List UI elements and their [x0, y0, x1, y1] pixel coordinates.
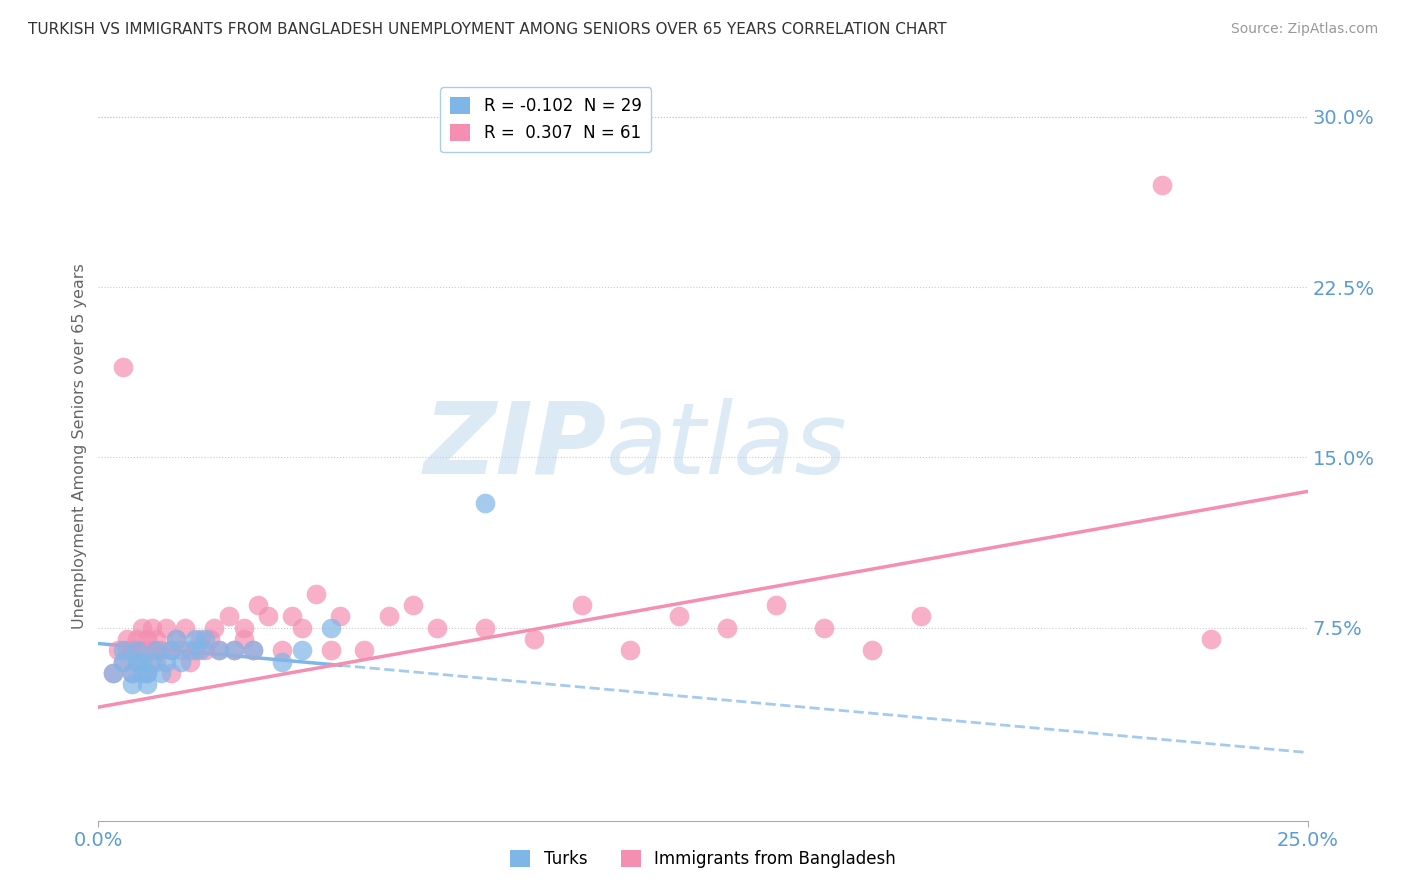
Point — [290, 621, 312, 635]
Point — [160, 666, 183, 681]
Point — [218, 609, 240, 624]
Point — [426, 621, 449, 635]
Point — [131, 655, 153, 669]
Point — [121, 677, 143, 691]
Point — [860, 643, 883, 657]
Point — [194, 632, 217, 646]
Legend: Turks, Immigrants from Bangladesh: Turks, Immigrants from Bangladesh — [503, 843, 903, 875]
Point — [474, 621, 496, 635]
Point — [813, 621, 835, 635]
Point — [242, 643, 264, 657]
Point — [242, 643, 264, 657]
Point — [222, 643, 245, 657]
Text: TURKISH VS IMMIGRANTS FROM BANGLADESH UNEMPLOYMENT AMONG SENIORS OVER 65 YEARS C: TURKISH VS IMMIGRANTS FROM BANGLADESH UN… — [28, 22, 946, 37]
Point — [668, 609, 690, 624]
Point — [127, 632, 149, 646]
Point — [619, 643, 641, 657]
Text: ZIP: ZIP — [423, 398, 606, 494]
Point — [319, 621, 342, 635]
Point — [141, 655, 163, 669]
Point — [111, 643, 134, 657]
Point — [165, 632, 187, 646]
Point — [290, 643, 312, 657]
Point — [174, 621, 197, 635]
Point — [523, 632, 546, 646]
Point — [111, 655, 134, 669]
Point — [208, 643, 231, 657]
Point — [131, 621, 153, 635]
Point — [353, 643, 375, 657]
Point — [111, 359, 134, 374]
Legend: R = -0.102  N = 29, R =  0.307  N = 61: R = -0.102 N = 29, R = 0.307 N = 61 — [440, 87, 651, 152]
Point — [127, 655, 149, 669]
Point — [117, 632, 139, 646]
Point — [135, 666, 157, 681]
Point — [111, 655, 134, 669]
Point — [135, 632, 157, 646]
Point — [131, 666, 153, 681]
Y-axis label: Unemployment Among Seniors over 65 years: Unemployment Among Seniors over 65 years — [72, 263, 87, 629]
Point — [305, 586, 328, 600]
Point — [1199, 632, 1222, 646]
Point — [127, 643, 149, 657]
Point — [1152, 178, 1174, 192]
Point — [155, 655, 177, 669]
Point — [188, 632, 211, 646]
Point — [198, 632, 221, 646]
Point — [256, 609, 278, 624]
Point — [135, 677, 157, 691]
Point — [232, 632, 254, 646]
Point — [121, 643, 143, 657]
Point — [232, 621, 254, 635]
Text: Source: ZipAtlas.com: Source: ZipAtlas.com — [1230, 22, 1378, 37]
Point — [271, 655, 294, 669]
Point — [160, 643, 183, 657]
Point — [179, 655, 201, 669]
Point — [145, 632, 167, 646]
Point — [222, 643, 245, 657]
Point — [135, 666, 157, 681]
Point — [169, 655, 191, 669]
Point — [247, 598, 270, 612]
Point — [121, 666, 143, 681]
Point — [377, 609, 399, 624]
Point — [127, 655, 149, 669]
Point — [117, 643, 139, 657]
Point — [271, 643, 294, 657]
Point — [765, 598, 787, 612]
Point — [319, 643, 342, 657]
Point — [402, 598, 425, 612]
Point — [131, 643, 153, 657]
Point — [107, 643, 129, 657]
Point — [141, 643, 163, 657]
Point — [101, 666, 124, 681]
Point — [194, 643, 217, 657]
Point — [179, 643, 201, 657]
Point — [571, 598, 593, 612]
Point — [141, 621, 163, 635]
Point — [145, 655, 167, 669]
Point — [188, 643, 211, 657]
Point — [910, 609, 932, 624]
Point — [101, 666, 124, 681]
Text: atlas: atlas — [606, 398, 848, 494]
Point — [716, 621, 738, 635]
Point — [150, 643, 173, 657]
Point — [121, 666, 143, 681]
Point — [281, 609, 304, 624]
Point — [329, 609, 352, 624]
Point — [155, 621, 177, 635]
Point — [160, 643, 183, 657]
Point — [184, 643, 207, 657]
Point — [208, 643, 231, 657]
Point — [204, 621, 226, 635]
Point — [150, 666, 173, 681]
Point — [474, 496, 496, 510]
Point — [165, 632, 187, 646]
Point — [169, 643, 191, 657]
Point — [145, 643, 167, 657]
Point — [184, 632, 207, 646]
